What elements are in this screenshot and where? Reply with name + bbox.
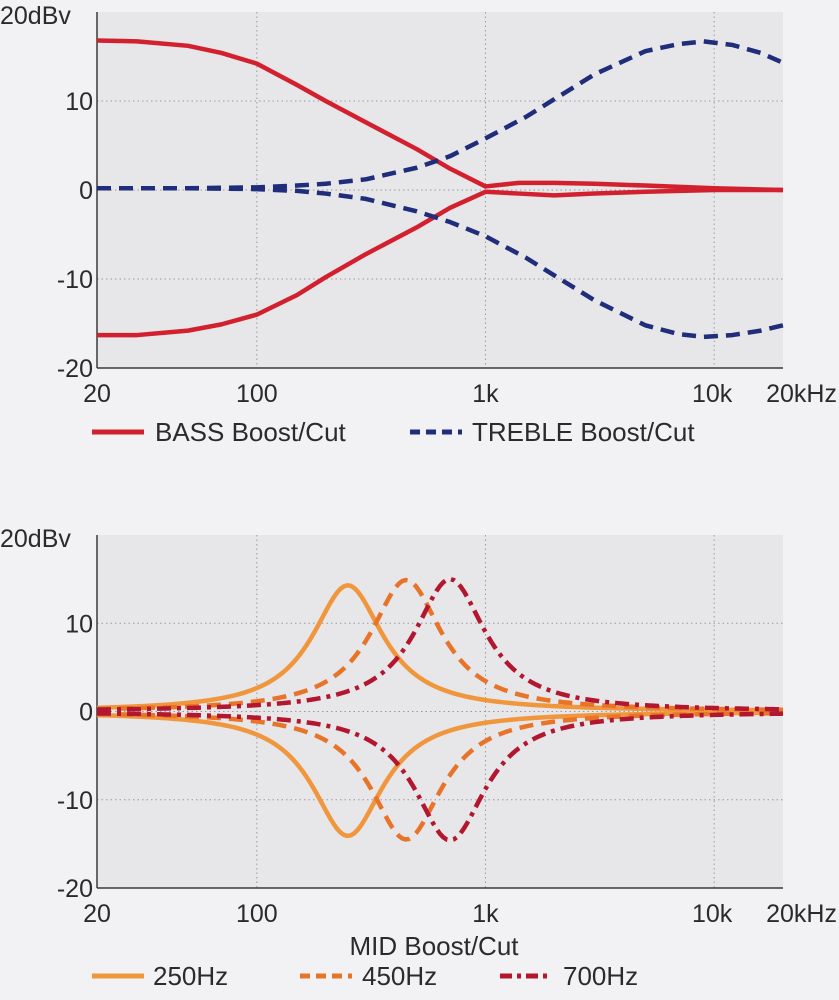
- legend-label: 450Hz: [362, 961, 437, 991]
- x-tick-label: 20: [83, 900, 111, 928]
- series-line-450hz-cut: [96, 710, 784, 842]
- x-tick-label: 100: [236, 380, 278, 408]
- y-tick-label: -20: [57, 355, 93, 383]
- legend-label: 250Hz: [153, 961, 228, 991]
- x-tick-label: 20kHz: [766, 380, 837, 408]
- legend-label: TREBLE Boost/Cut: [472, 417, 695, 447]
- y-tick-label: 20dBv: [0, 2, 71, 30]
- y-tick-label: 0: [79, 177, 93, 205]
- series-line-treble-boost-cut-boost: [97, 39, 784, 191]
- legend: 250Hz 450Hz 700Hz: [92, 961, 638, 991]
- x-tick-label: 1k: [472, 900, 499, 928]
- x-tick-label: 10k: [692, 900, 733, 928]
- series-line-treble-boost-cut-cut: [97, 185, 784, 340]
- y-tick-label: -20: [57, 875, 93, 903]
- y-tick-label: -10: [57, 787, 93, 815]
- x-tick-label: 10k: [692, 380, 733, 408]
- y-tick-label: 10: [65, 610, 93, 638]
- x-tick-label: 1k: [472, 380, 499, 408]
- series-line-700hz-cut: [96, 711, 784, 843]
- series-group: [96, 576, 784, 843]
- legend: BASS Boost/Cut TREBLE Boost/Cut: [92, 417, 695, 447]
- y-tick-label: 20dBv: [0, 525, 71, 553]
- series-line-bass-boost-cut-cut: [97, 187, 783, 338]
- y-tick-label: 10: [65, 88, 93, 116]
- x-tick-label: 20kHz: [766, 900, 837, 928]
- x-tick-label: 100: [236, 900, 278, 928]
- series-group: [96, 38, 784, 340]
- y-tick-label: -10: [57, 266, 93, 294]
- legend-label: BASS Boost/Cut: [155, 417, 347, 447]
- chart-title: MID Boost/Cut: [349, 931, 519, 961]
- legend-label: 700Hz: [563, 961, 638, 991]
- series-line-700hz-boost: [96, 576, 784, 712]
- x-tick-label: 20: [83, 380, 111, 408]
- y-tick-label: 0: [79, 699, 93, 727]
- series-line-bass-boost-cut-boost: [96, 38, 784, 193]
- series-line-250hz-cut: [96, 710, 784, 839]
